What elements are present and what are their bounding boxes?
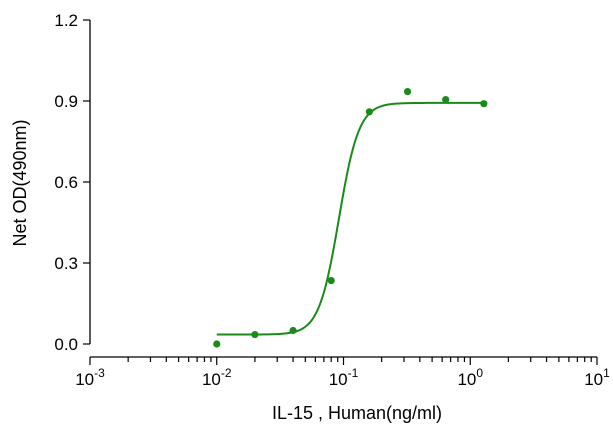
data-point: [213, 340, 221, 348]
y-tick-label: 1.2: [54, 11, 78, 30]
data-point: [403, 87, 412, 96]
data-point: [327, 276, 335, 285]
y-tick-label: 0.0: [54, 335, 78, 354]
x-ticks: 10-3 10-2 10-1 100 101: [75, 357, 610, 389]
x-tick-label: 10-2: [202, 366, 232, 389]
x-tick-label: 10-1: [329, 366, 359, 389]
data-points: [213, 87, 488, 348]
data-point: [480, 100, 488, 108]
fit-curve-line: [216, 101, 484, 336]
data-point: [442, 96, 450, 104]
x-tick-label: 10-3: [75, 366, 105, 389]
data-point: [365, 108, 373, 116]
y-ticks: 0.0 0.3 0.6 0.9 1.2: [54, 11, 90, 354]
y-tick-label: 0.3: [54, 254, 78, 273]
data-point: [251, 330, 259, 339]
x-tick-label: 100: [457, 366, 483, 389]
y-tick-label: 0.9: [54, 92, 78, 111]
y-tick-label: 0.6: [54, 173, 78, 192]
x-tick-label: 101: [584, 366, 610, 389]
x-axis-title: IL-15 , Human(ng/ml): [272, 403, 442, 423]
y-axis-title: Net OD(490nm): [10, 119, 30, 246]
data-point: [289, 326, 297, 335]
